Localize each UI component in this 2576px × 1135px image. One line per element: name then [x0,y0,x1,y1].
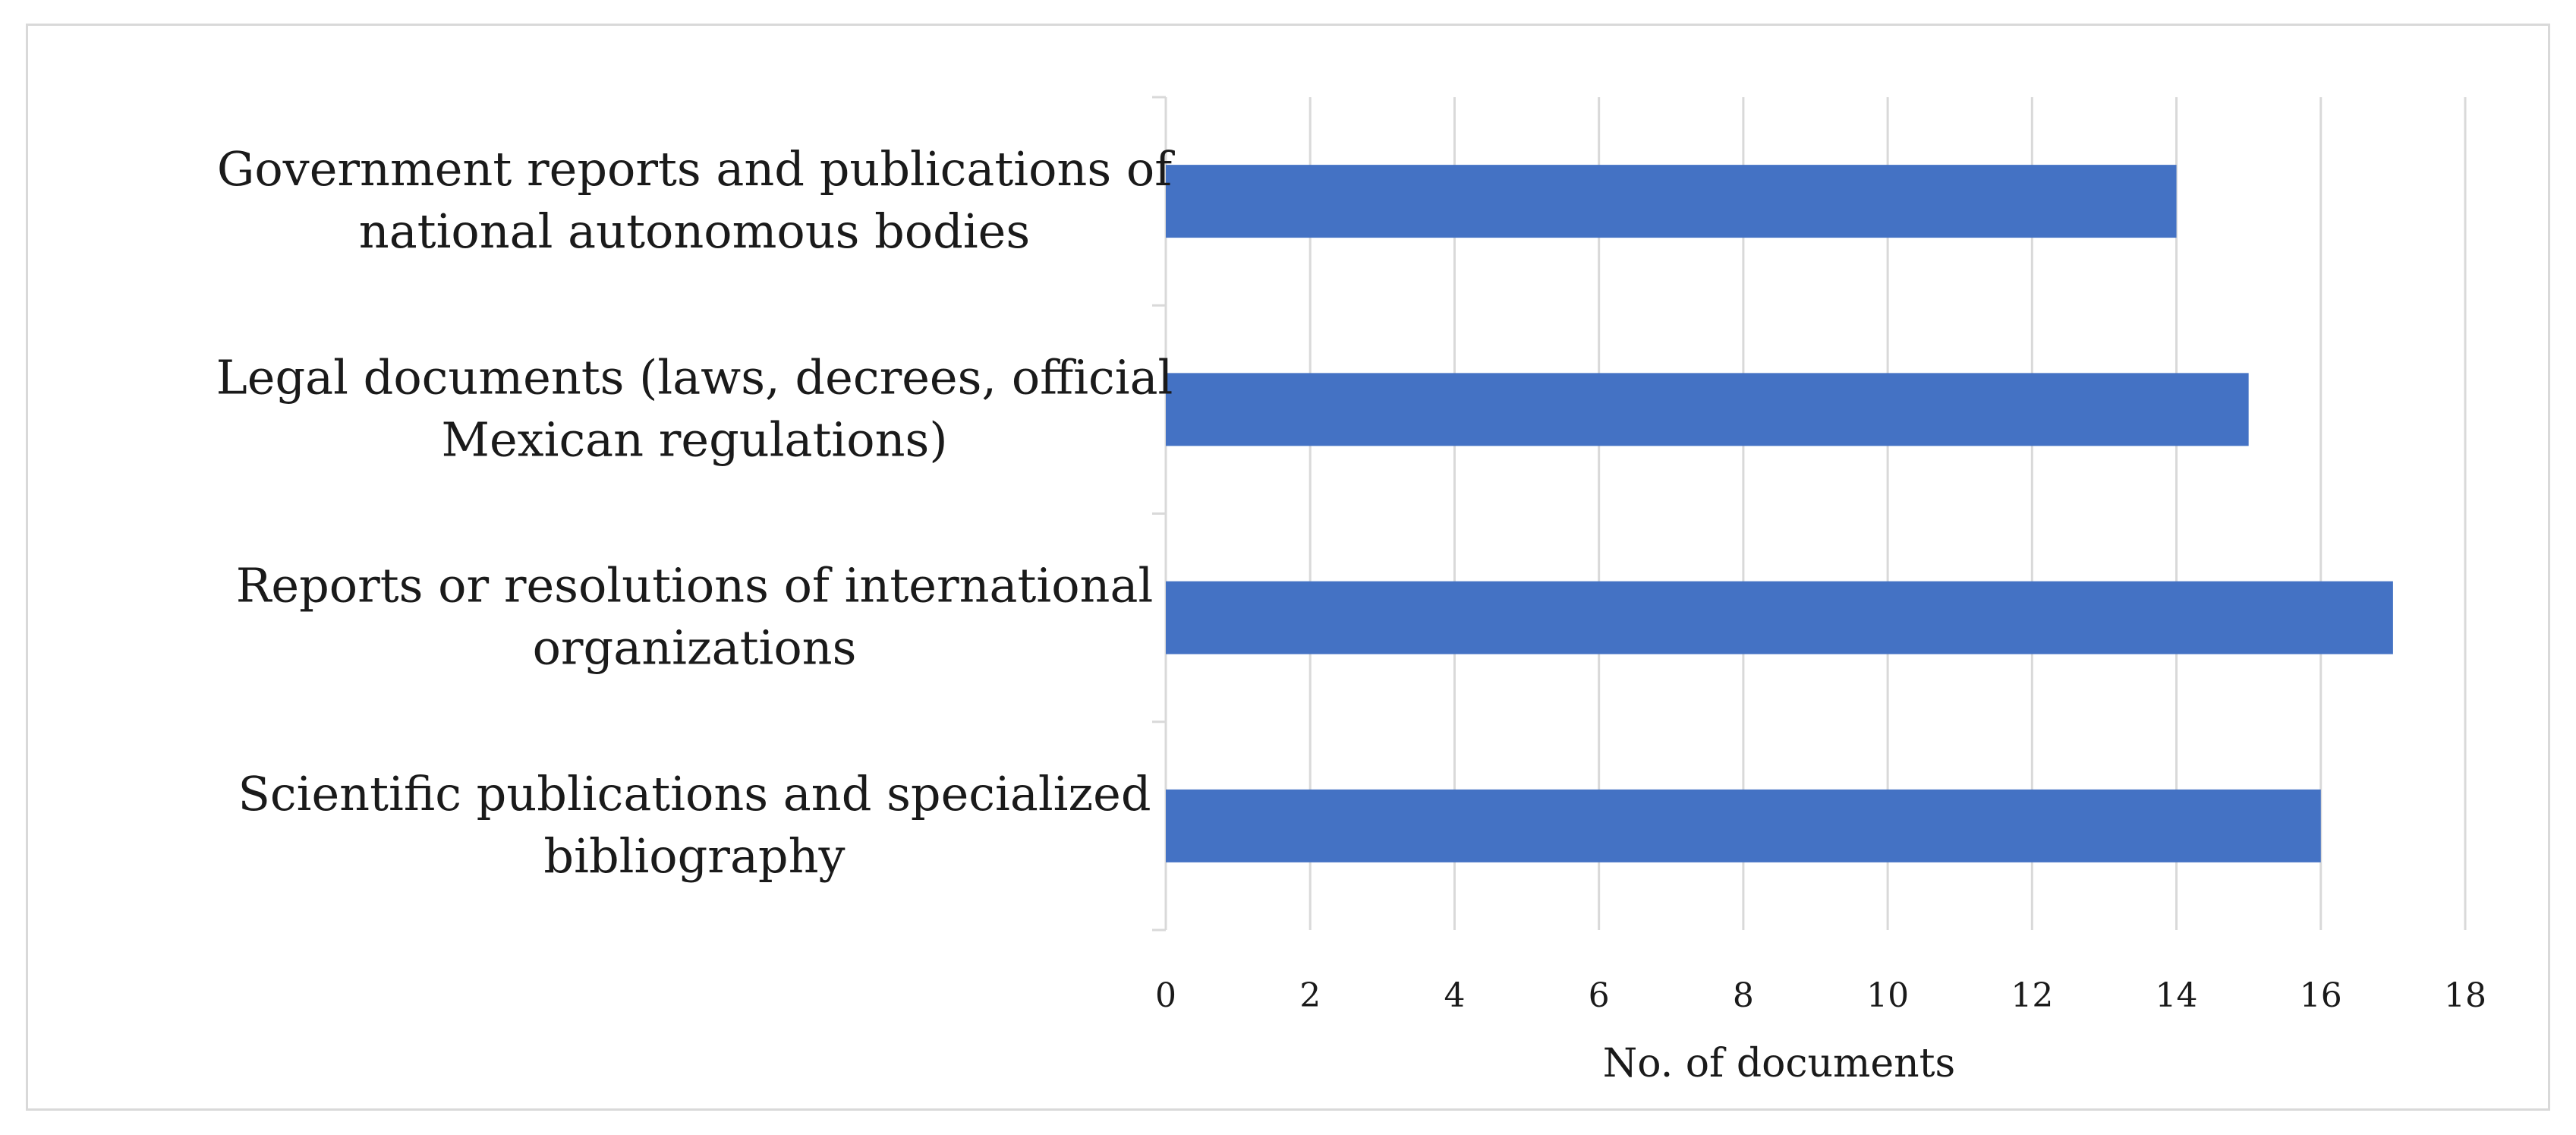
x-axis-title: No. of documents [1603,1041,1955,1086]
category-label-line: Government reports and publications of [217,141,1175,197]
x-tick-label: 4 [1444,976,1465,1015]
category-label-line: Mexican regulations) [441,411,947,467]
x-tick-label: 10 [1866,976,1909,1015]
category-label-line: organizations [533,620,857,676]
category-label: Legal documents (laws, decrees, official… [216,349,1173,467]
x-tick-labels: 0 2 4 6 8 10 12 14 16 18 [1155,976,2486,1015]
category-label-line: bibliography [543,828,845,884]
category-label: Government reports and publications of na… [217,141,1175,259]
bar [1166,373,2249,446]
bar [1166,165,2177,238]
category-label-line: Reports or resolutions of international [236,558,1154,613]
x-tick-label: 14 [2156,976,2198,1015]
category-label: Scientific publications and specialized b… [238,766,1151,884]
x-tick-label: 0 [1155,976,1176,1015]
x-tick-label: 18 [2444,976,2486,1015]
category-label: Reports or resolutions of international o… [236,558,1154,676]
x-tick-label: 16 [2300,976,2342,1015]
bar [1166,789,2321,862]
x-tick-label: 6 [1589,976,1610,1015]
category-labels: Government reports and publications of na… [216,141,1176,884]
bars [1166,165,2393,862]
category-label-line: national autonomous bodies [359,203,1030,259]
category-label-line: Scientific publications and specialized [238,766,1151,821]
bar [1166,581,2393,654]
y-axis [1152,96,1167,932]
x-tick-label: 12 [2011,976,2053,1015]
category-label-line: Legal documents (laws, decrees, official [216,349,1173,405]
x-tick-label: 2 [1299,976,1321,1015]
x-tick-label: 8 [1733,976,1754,1015]
